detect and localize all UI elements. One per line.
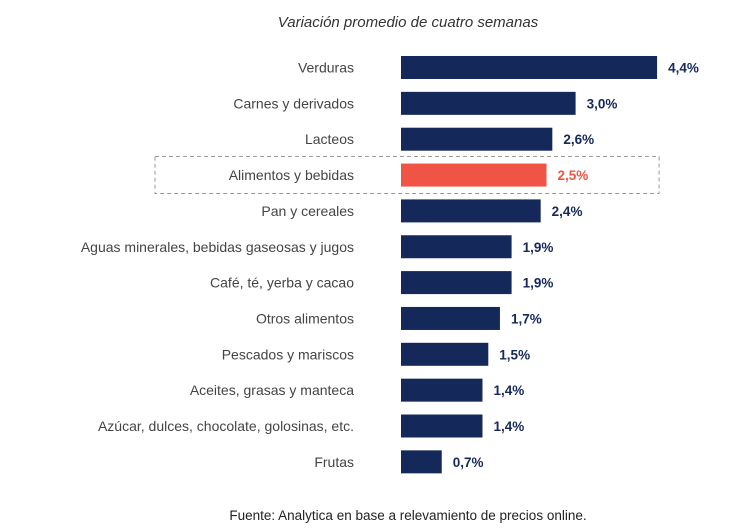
value-label: 1,4%: [493, 383, 524, 398]
value-label: 1,9%: [523, 276, 554, 291]
value-label: 2,5%: [558, 168, 589, 183]
value-label: 1,7%: [511, 311, 542, 326]
category-label: Verduras: [298, 60, 354, 76]
category-label: Aguas minerales, bebidas gaseosas y jugo…: [81, 239, 354, 255]
category-label: Alimentos y bebidas: [229, 167, 354, 183]
category-label: Café, té, yerba y cacao: [210, 275, 354, 291]
highlight-box: [154, 156, 660, 195]
category-label: Frutas: [314, 454, 354, 470]
category-label: Pan y cereales: [261, 203, 354, 219]
value-label: 0,7%: [453, 455, 484, 470]
value-label: 1,9%: [523, 240, 554, 255]
bar-8: [401, 342, 489, 366]
bar-1: [401, 91, 576, 115]
bar-11: [401, 450, 442, 474]
bar-3: [401, 163, 547, 187]
bar-2: [401, 127, 553, 151]
value-label: 1,4%: [493, 419, 524, 434]
value-label: 1,5%: [499, 347, 530, 362]
chart-source: Fuente: Analytica en base a relevamiento…: [229, 508, 586, 523]
bar-6: [401, 271, 512, 295]
category-label: Pescados y mariscos: [222, 346, 354, 362]
value-label: 4,4%: [668, 61, 699, 76]
category-label: Azúcar, dulces, chocolate, golosinas, et…: [98, 418, 354, 434]
category-label: Lacteos: [305, 131, 354, 147]
bar-4: [401, 199, 541, 223]
value-label: 2,4%: [552, 204, 583, 219]
category-label: Carnes y derivados: [233, 95, 354, 111]
chart-title: Variación promedio de cuatro semanas: [278, 14, 539, 31]
bar-0: [401, 56, 658, 79]
bar-7: [401, 306, 500, 330]
bar-10: [401, 414, 483, 438]
value-label: 2,6%: [563, 132, 594, 147]
category-label: Otros alimentos: [256, 310, 354, 326]
bar-9: [401, 378, 483, 402]
value-label: 3,0%: [587, 96, 618, 111]
bar-5: [401, 235, 512, 259]
category-label: Aceites, grasas y manteca: [190, 382, 354, 398]
